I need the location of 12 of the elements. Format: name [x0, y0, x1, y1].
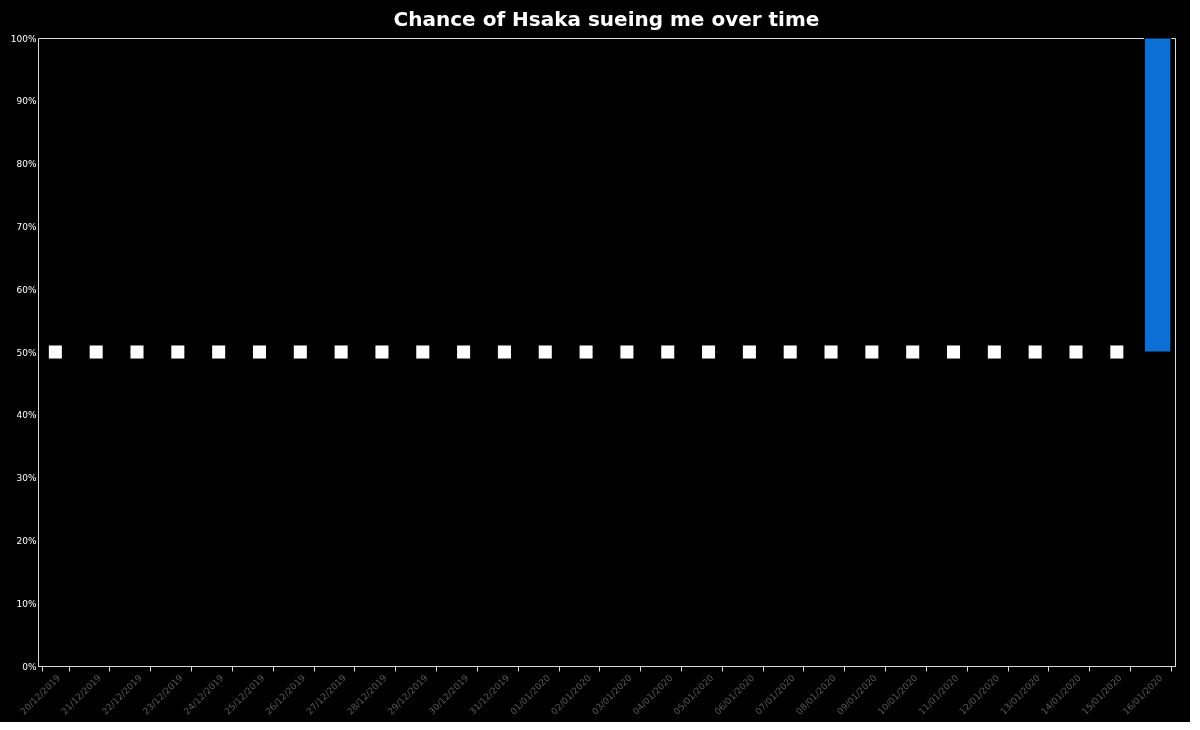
- y-tick-label: 100%: [10, 33, 37, 44]
- chart-title: Chance of Hsaka sueing me over time: [393, 7, 820, 31]
- y-tick-label: 60%: [16, 284, 37, 295]
- y-tick-label: 20%: [16, 535, 37, 546]
- y-tick-label: 30%: [16, 473, 37, 484]
- y-tick-label: 0%: [22, 661, 37, 672]
- y-tick-label: 70%: [16, 221, 37, 232]
- y-tick-label: 40%: [16, 410, 37, 421]
- y-tick-label: 10%: [16, 598, 37, 609]
- y-tick-label: 50%: [16, 347, 37, 358]
- y-tick-label: 90%: [16, 96, 37, 107]
- y-tick-label: 80%: [16, 159, 37, 170]
